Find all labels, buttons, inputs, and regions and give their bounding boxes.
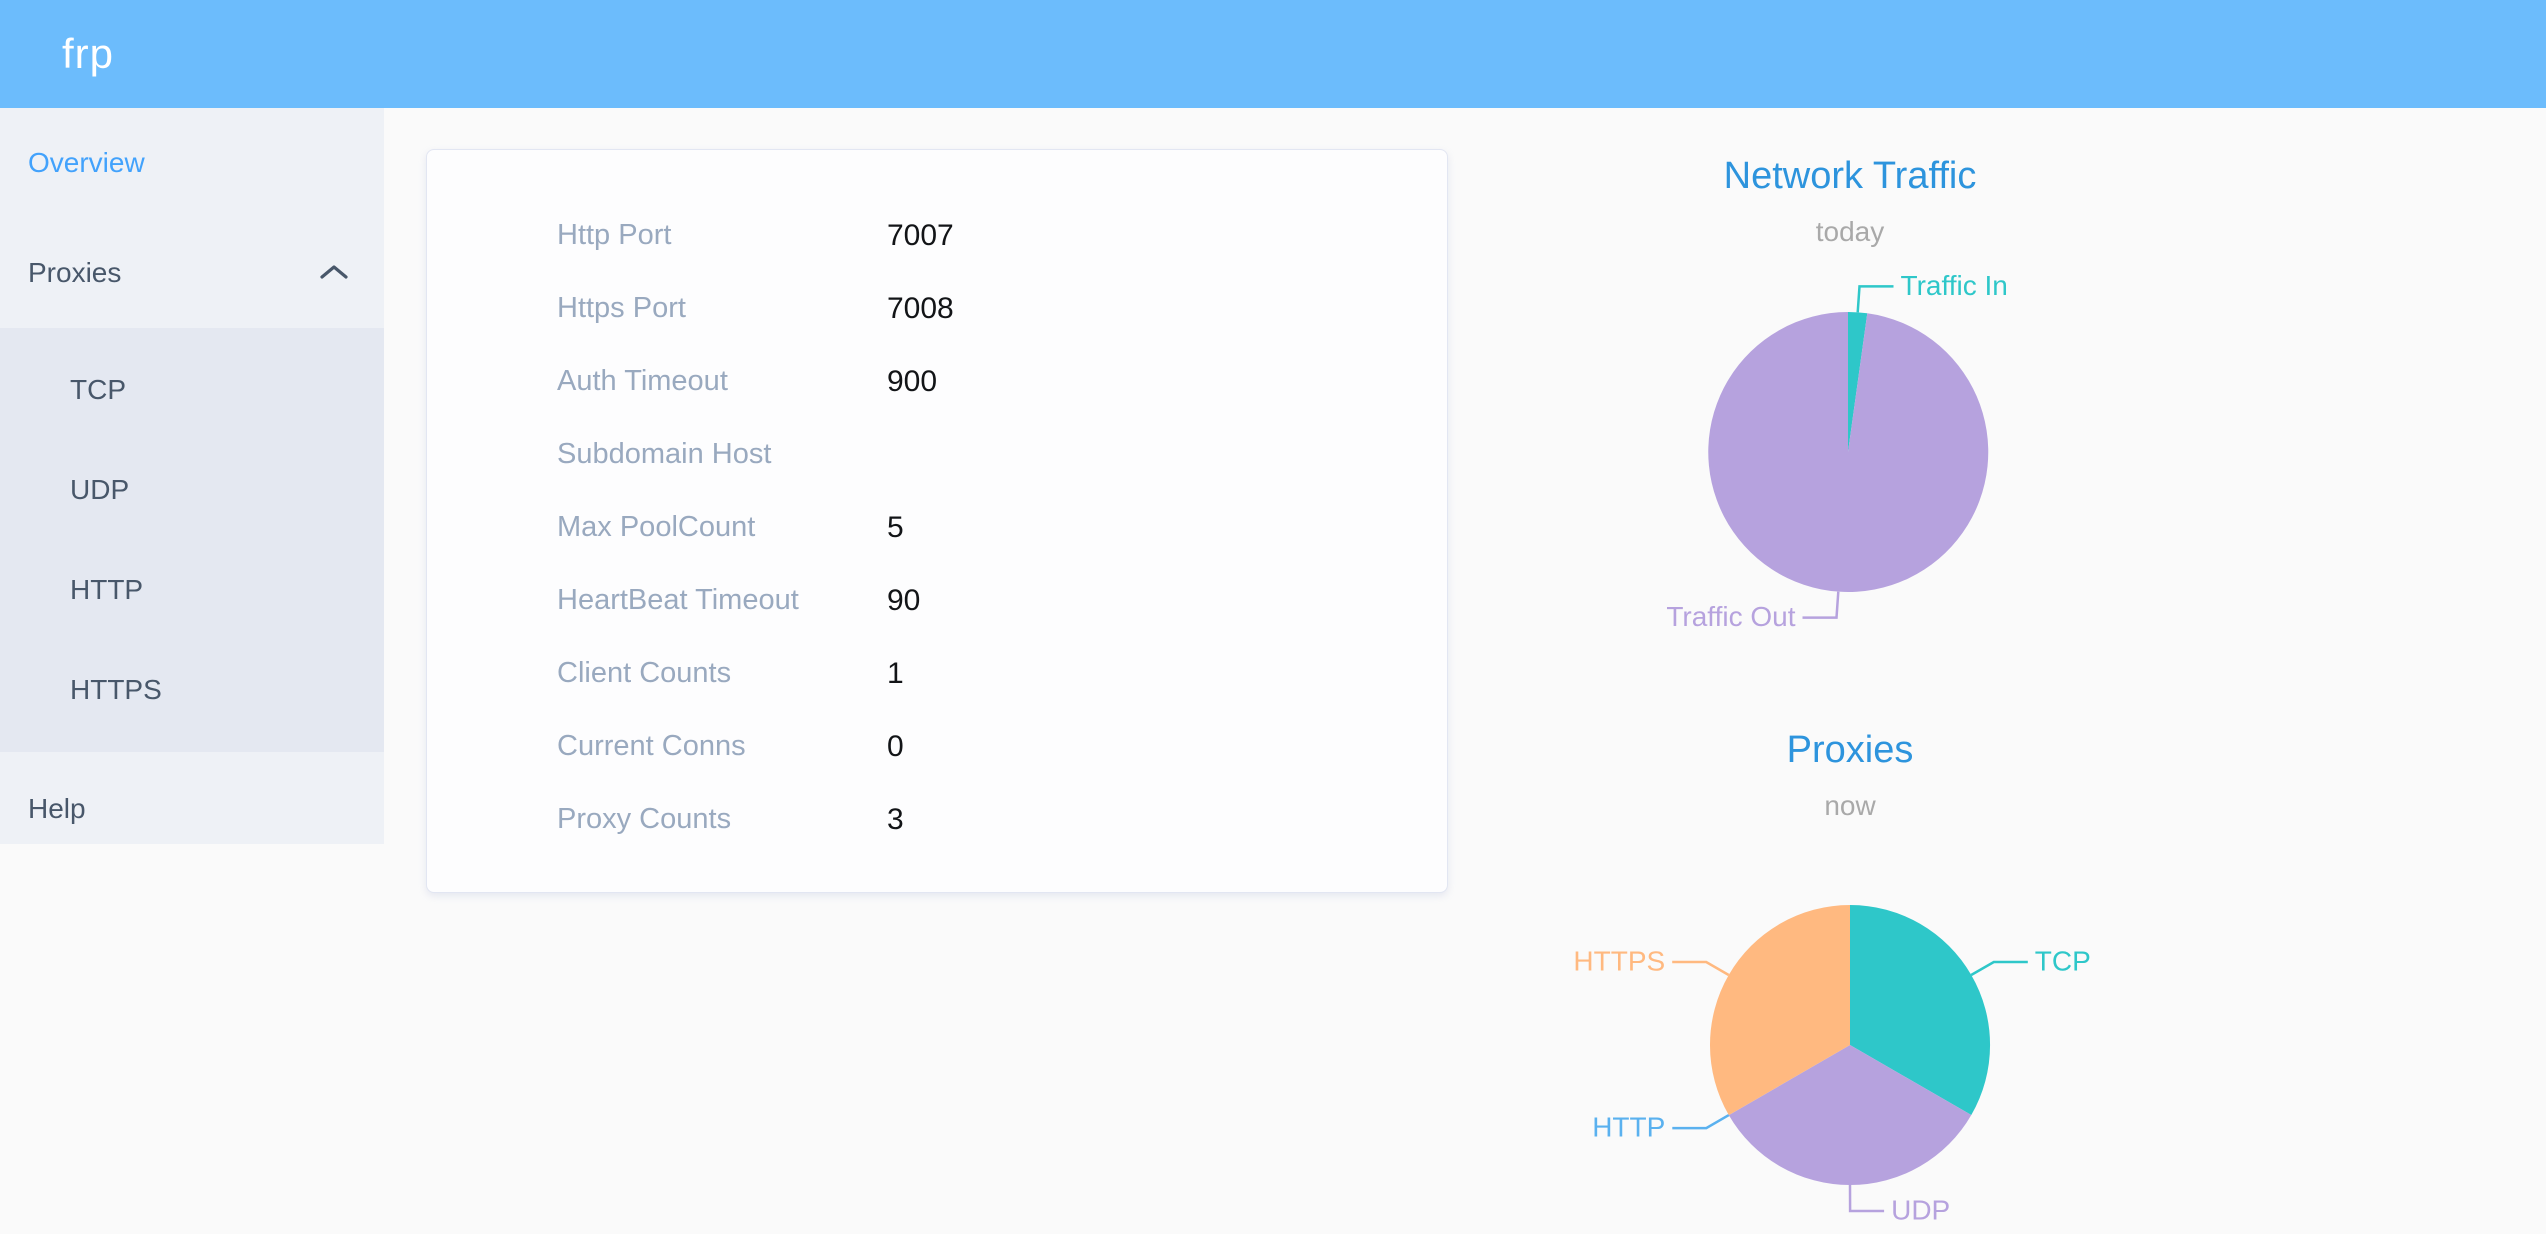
app-logo: frp: [62, 30, 115, 77]
pie-label-udp: UDP: [1891, 1194, 1950, 1225]
config-value: 3: [887, 802, 904, 836]
app-header: frp: [0, 0, 2546, 108]
sidebar-item-help[interactable]: Help: [0, 752, 384, 866]
network-traffic-chart: Network Traffic today Traffic In Traffic …: [1460, 152, 2240, 692]
sidebar-item-tcp[interactable]: TCP: [0, 340, 384, 440]
config-row-proxy-counts: Proxy Counts 3: [427, 783, 1447, 856]
sidebar-item-label: TCP: [70, 374, 126, 405]
pie-slice-https[interactable]: [1709, 905, 1850, 1116]
proxies-chart: Proxies now TCP UDP HTTP HTTPS: [1460, 726, 2240, 1234]
config-label: Max PoolCount: [557, 511, 756, 543]
pie-label-https: HTTPS: [1573, 945, 1665, 976]
sidebar-item-label: HTTP: [70, 574, 144, 605]
config-label: Https Port: [557, 292, 686, 324]
config-label: Auth Timeout: [557, 365, 728, 397]
server-config-card: Http Port 7007 Https Port 7008 Auth Time…: [426, 149, 1448, 893]
sidebar-item-udp[interactable]: UDP: [0, 440, 384, 540]
chart-title: Proxies: [1786, 729, 1914, 771]
config-value: 5: [887, 510, 904, 544]
config-row-client-counts: Client Counts 1: [427, 637, 1447, 710]
pie-slice-tcp[interactable]: [1850, 905, 1991, 1115]
pie-label-tcp: TCP: [2035, 945, 2091, 976]
pie-leader-tcp: [1970, 960, 2028, 977]
chart-title: Network Traffic: [1723, 155, 1977, 197]
sidebar-item-http[interactable]: HTTP: [0, 540, 384, 640]
sidebar: Overview Proxies TCP UDP HTTP HTTPS: [0, 108, 384, 844]
config-row-subdomain-host: Subdomain Host: [427, 418, 1447, 491]
sidebar-item-proxies[interactable]: Proxies: [0, 218, 384, 328]
proxies-submenu: TCP UDP HTTP HTTPS: [0, 328, 384, 752]
pie-leader-udp: [1848, 1184, 1885, 1213]
pie-slice-udp[interactable]: [1728, 1045, 1972, 1186]
sidebar-item-label: Proxies: [28, 257, 122, 288]
config-row-http-port: Http Port 7007: [427, 199, 1447, 272]
config-label: Subdomain Host: [557, 438, 772, 470]
config-row-current-conns: Current Conns 0: [427, 710, 1447, 783]
sidebar-item-label: HTTPS: [70, 674, 162, 705]
config-value: 7008: [887, 291, 954, 325]
config-value: 0: [887, 729, 904, 763]
pie-leader-traffic-in: [1856, 285, 1894, 313]
config-label: Client Counts: [557, 657, 732, 689]
config-label: Proxy Counts: [557, 803, 732, 835]
config-row-heartbeat-timeout: HeartBeat Timeout 90: [427, 564, 1447, 637]
chart-subtitle: now: [1824, 790, 1876, 821]
chevron-up-icon[interactable]: [318, 257, 350, 289]
config-value: 900: [887, 364, 938, 398]
config-value: 90: [887, 583, 921, 617]
sidebar-item-overview[interactable]: Overview: [0, 108, 384, 218]
pie-slice-traffic-in[interactable]: [1848, 311, 1868, 452]
pie-label-traffic-in: Traffic In: [1901, 270, 2008, 301]
config-label: Current Conns: [557, 730, 746, 762]
chart-subtitle: today: [1815, 216, 1885, 247]
config-label: HeartBeat Timeout: [557, 584, 799, 616]
pie-leader-https: [1672, 960, 1730, 977]
pie-leader-traffic-out: [1802, 591, 1840, 619]
config-value: 1: [887, 656, 904, 690]
sidebar-item-label: UDP: [70, 474, 130, 505]
sidebar-item-label: Overview: [28, 147, 145, 178]
config-row-max-poolcount: Max PoolCount 5: [427, 491, 1447, 564]
pie-leader-http: [1672, 1114, 1730, 1130]
proxies-pie[interactable]: TCP UDP HTTP HTTPS: [1460, 820, 2240, 1234]
network-traffic-pie[interactable]: Traffic In Traffic Out: [1460, 240, 2240, 680]
config-label: Http Port: [557, 219, 672, 251]
config-row-auth-timeout: Auth Timeout 900: [427, 345, 1447, 418]
pie-label-traffic-out: Traffic Out: [1666, 601, 1795, 632]
pie-slice-traffic-out[interactable]: [1708, 312, 1989, 592]
sidebar-item-https[interactable]: HTTPS: [0, 640, 384, 740]
config-value: 7007: [887, 218, 954, 252]
pie-label-http: HTTP: [1592, 1111, 1665, 1142]
sidebar-item-label: Help: [28, 793, 86, 824]
config-row-https-port: Https Port 7008: [427, 272, 1447, 345]
